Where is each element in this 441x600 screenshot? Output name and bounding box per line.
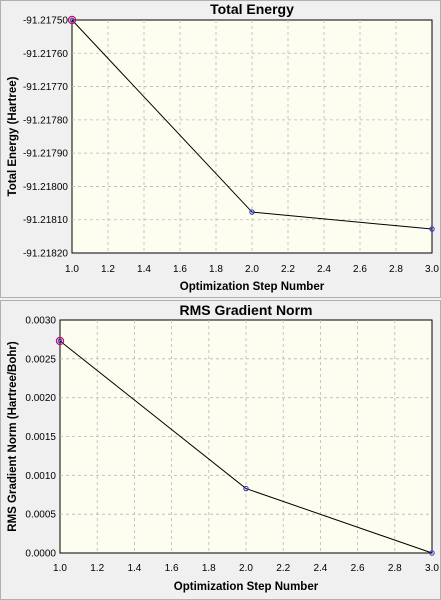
x-tick-label: 1.2 (90, 563, 104, 574)
y-tick-label: -91.21770 (23, 82, 68, 93)
x-tick-label: 1.8 (209, 264, 223, 275)
data-point (69, 17, 75, 23)
y-tick-label: -91.21790 (23, 149, 68, 160)
x-tick-label: 1.4 (127, 563, 141, 574)
x-tick-label: 2.0 (245, 264, 259, 275)
chart-title: RMS Gradient Norm (179, 302, 312, 318)
x-tick-label: 3.0 (425, 563, 439, 574)
y-tick-label: 0.0030 (25, 316, 56, 327)
x-axis-label: Optimization Step Number (174, 581, 319, 593)
data-point-highlight (67, 15, 77, 25)
series-line (59, 340, 433, 554)
x-tick-label: 2.8 (389, 264, 403, 275)
data-point (57, 338, 63, 344)
data-point-highlight (55, 336, 65, 346)
data-point (243, 485, 249, 492)
x-tick-label: 1.2 (101, 264, 115, 275)
y-tick-label: -91.21760 (23, 49, 68, 60)
y-tick-label: -91.21780 (23, 115, 68, 126)
x-axis-label: Optimization Step Number (180, 281, 325, 293)
x-tick-label: 2.4 (313, 563, 327, 574)
y-tick-label: 0.0025 (25, 354, 56, 365)
data-point (249, 209, 255, 215)
x-tick-label: 1.8 (202, 563, 216, 574)
x-tick-label: 2.8 (388, 563, 402, 574)
y-tick-label: 0.0010 (25, 471, 56, 482)
y-tick-label: -91.21820 (23, 249, 68, 260)
x-tick-label: 2.2 (276, 563, 290, 574)
y-axis-label: RMS Gradient Norm (Hartree/Bohr) (7, 341, 19, 532)
y-tick-label: -91.21810 (23, 215, 68, 226)
chart-1: 1.0 1.2 1.4 1.6 1.8 2.0 2.2 2.4 2.6 2.8 3.0 -91.217… (0, 0, 441, 298)
y-tick-label: 0.0005 (25, 510, 56, 521)
chart-2: 1.0 1.2 1.4 1.6 1.8 2.0 2.2 2.4 2.6 2.8 3.0 0.0030 0… (0, 300, 441, 600)
x-tick-label: 2.2 (281, 264, 295, 275)
y-tick-label: 0.0000 (25, 549, 56, 560)
x-tick-label: 2.6 (351, 563, 365, 574)
x-tick-label: 1.6 (173, 264, 187, 275)
x-tick-label: 1.6 (165, 563, 179, 574)
x-tick-label: 1.4 (137, 264, 151, 275)
y-tick-label: -91.21750 (23, 16, 68, 27)
x-tick-label: 2.0 (239, 563, 253, 574)
data-point (429, 226, 435, 232)
x-tick-label: 1.0 (53, 563, 67, 574)
series-line (71, 19, 433, 230)
chart-title: Total Energy (210, 1, 294, 17)
y-tick-label: 0.0020 (25, 393, 56, 404)
y-tick-label: -91.21800 (23, 182, 68, 193)
x-tick-label: 2.4 (317, 264, 331, 275)
y-tick-label: 0.0015 (25, 432, 56, 443)
x-tick-label: 3.0 (425, 264, 439, 275)
x-tick-label: 2.6 (353, 264, 367, 275)
data-point (429, 550, 435, 556)
y-axis-label: Total Energy (Hartree) (7, 76, 19, 196)
x-tick-label: 1.0 (65, 264, 79, 275)
